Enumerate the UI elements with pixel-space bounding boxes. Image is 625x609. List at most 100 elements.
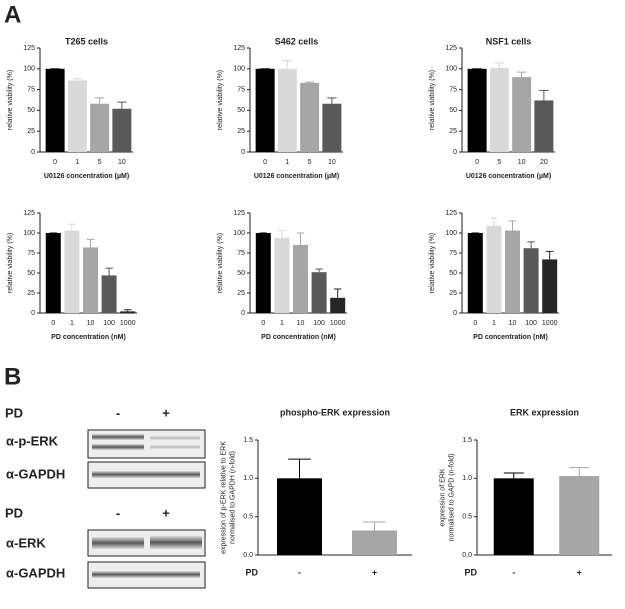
x-axis-label: PD concentration (nM) [51,334,126,341]
y-tick-label: 125 [233,45,245,52]
y-axis-label: relative viability (%) [217,233,224,293]
y-tick-label: 25 [27,290,35,297]
y-tick-label: 100 [233,230,245,237]
bar [64,230,80,313]
x-tick-label: + [372,567,377,577]
blot-label: α-ERK [6,535,46,550]
y-tick-label: 0 [453,149,457,156]
y-tick-label: 50 [27,107,35,114]
y-tick-label: 0 [31,149,35,156]
bar [277,478,322,555]
y-tick-label: 75 [27,86,35,93]
y-tick-label: 0.5 [243,514,253,521]
x-axis-label: U0126 concentration (µM) [466,173,551,180]
chart: ERK expression 0.0 0.5 1.0 1.5 - + PD expression… [439,407,612,577]
y-tick-label: 25 [237,128,245,135]
y-tick-label: 0 [453,310,457,317]
y-axis-label: normalised to GAPDH (n-fold) [229,451,236,544]
bar [489,67,509,152]
bar [112,108,132,152]
blot-band [92,537,144,549]
bar [311,272,327,313]
bar [486,225,502,313]
y-tick-label: 125 [23,210,35,217]
blot-label: PD [5,505,23,520]
y-tick-label: 0 [241,310,245,317]
blot-images [87,429,206,589]
bar [493,478,534,555]
y-axis-label: relative viability (%) [7,70,14,130]
bar [67,80,87,152]
x-tick-label: 1 [492,320,496,327]
x-tick-label: 5 [98,159,102,166]
blot-band [92,444,144,450]
x-tick-label: - [298,567,301,577]
bar [45,233,61,313]
y-tick-label: 0.0 [243,552,253,559]
x-tick-label: 10 [509,320,517,327]
y-tick-label: 100 [233,66,245,73]
x-tick-label: 1 [285,159,289,166]
blot-label: PD [5,405,23,420]
x-tick-label: 1000 [120,320,136,327]
y-tick-label: 75 [237,250,245,257]
x-tick-label: 1 [75,159,79,166]
chart: NSF1 cells 0 25 50 75 100 125 0 5 10 20 U0126 conce… [429,36,555,180]
y-axis-label: expression of ERK [439,468,446,526]
chart-title: T265 cells [65,36,108,46]
bar [120,311,136,313]
x-tick-label: 0 [261,320,265,327]
bar [512,77,532,152]
x-tick-label: 100 [525,320,537,327]
x-axis-label: PD concentration (nM) [261,334,336,341]
y-tick-label: 25 [449,128,457,135]
x-tick-label: 1 [280,320,284,327]
chart: 0 25 50 75 100 125 0 1 10 100 1000 PD concentration… [429,210,559,341]
bar [90,103,110,152]
bar [542,259,558,313]
bar [101,275,117,313]
bar [293,245,308,313]
x-tick-label: 1 [70,320,74,327]
x-tick-label: 0 [475,159,479,166]
y-tick-label: 50 [449,270,457,277]
x-tick-label: + [577,567,582,577]
bar [277,68,297,152]
bar [255,233,271,313]
y-tick-label: 25 [449,290,457,297]
blot-band [150,445,200,449]
y-tick-label: 100 [23,230,35,237]
chart: 0 25 50 75 100 125 0 1 10 100 1000 PD concentration… [7,210,137,341]
y-tick-label: 100 [23,66,35,73]
blot-band [150,436,200,440]
y-axis-label: normalised to GAPD (n-fold) [448,454,455,542]
y-tick-label: 0 [241,149,245,156]
panel-label: B [4,363,21,390]
x-tick-label: 10 [87,320,95,327]
y-tick-label: 75 [449,250,457,257]
y-tick-label: 75 [449,86,457,93]
blot-band [92,434,144,440]
x-tick-label: 10 [118,159,126,166]
y-tick-label: 1.5 [462,437,472,444]
y-tick-label: 100 [445,66,457,73]
y-axis-label: relative viability (%) [429,233,436,293]
x-tick-label: 10 [328,159,336,166]
bar [559,476,600,555]
x-tick-label: 20 [540,159,548,166]
y-tick-label: 125 [445,45,457,52]
y-tick-label: 0.5 [462,514,472,521]
chart: T265 cells 0 25 50 75 100 125 0 1 5 10 U0126 concen… [7,36,133,180]
bar [322,103,342,152]
chart: phospho-ERK expression 0.0 0.5 1.0 1.5 - + PD ex… [220,407,412,577]
y-axis-label: relative viability (%) [217,70,224,130]
y-tick-label: 75 [27,250,35,257]
blot-band [150,536,202,549]
blot-band [92,571,200,578]
bar [83,247,98,313]
x-tick-label: 10 [297,320,305,327]
x-tick-label: 0 [51,320,55,327]
x-tick-label: - [512,567,515,577]
x-tick-label: 1000 [330,320,346,327]
